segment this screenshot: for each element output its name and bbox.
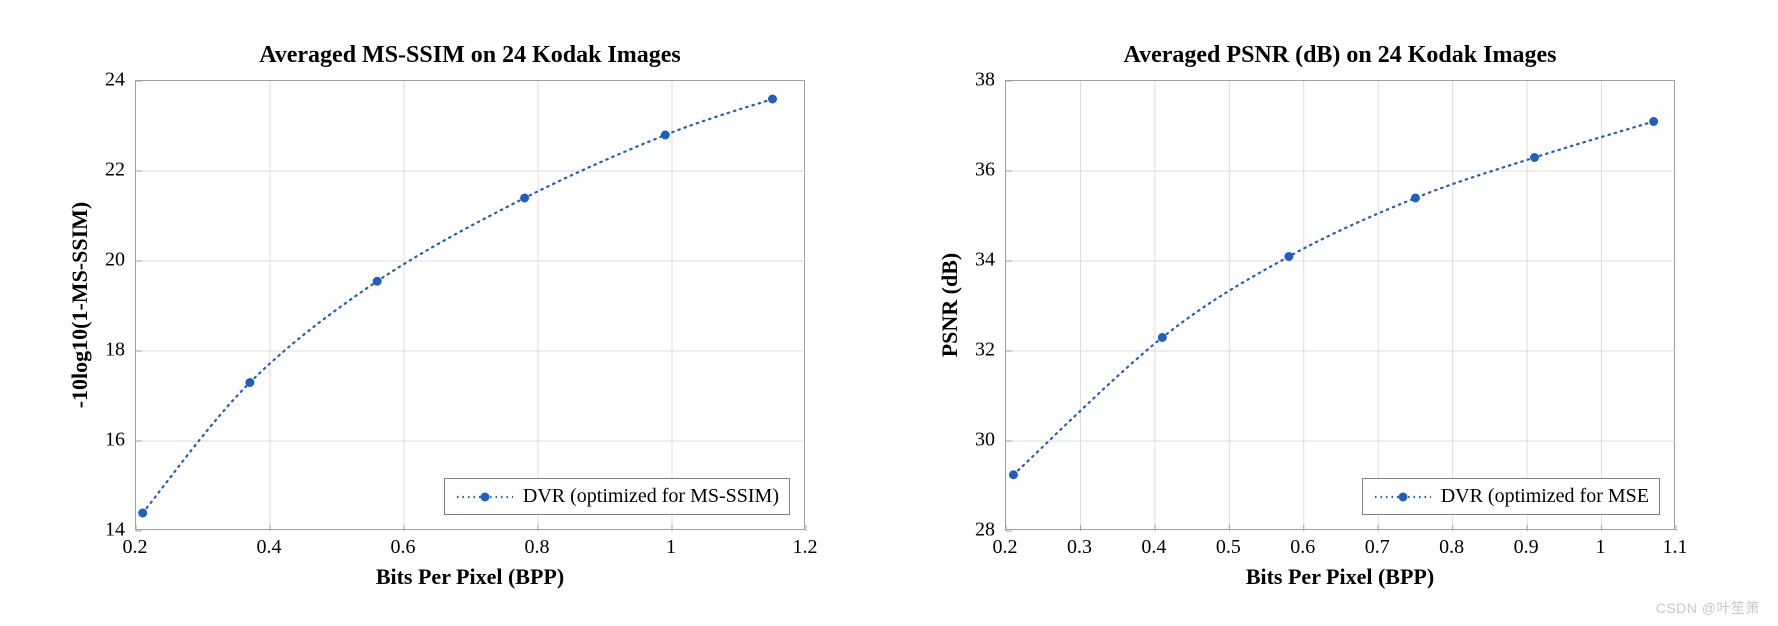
left-ytick: 24 [105, 69, 125, 92]
right-ytick: 28 [975, 519, 995, 542]
right-title: Averaged PSNR (dB) on 24 Kodak Images [1005, 42, 1675, 69]
left-ytick: 16 [105, 429, 125, 452]
right-xlabel: Bits Per Pixel (BPP) [1005, 564, 1675, 590]
left-xlabel: Bits Per Pixel (BPP) [135, 564, 805, 590]
right-legend: DVR (optimized for MSE [1362, 478, 1660, 515]
right-xtick: 0.8 [1439, 536, 1464, 559]
right-ytick: 36 [975, 159, 995, 182]
right-ylabel: PSNR (dB) [937, 80, 963, 530]
left-legend-swatch [455, 488, 515, 506]
right-xtick: 0.9 [1514, 536, 1539, 559]
right-xtick: 0.7 [1365, 536, 1390, 559]
right-xtick: 0.3 [1067, 536, 1092, 559]
right-ytick: 32 [975, 339, 995, 362]
right-xtick: 0.6 [1290, 536, 1315, 559]
left-xtick: 1 [666, 536, 676, 559]
right-plot-area: DVR (optimized for MSE [1005, 80, 1675, 530]
left-xtick: 0.6 [391, 536, 416, 559]
right-xtick: 0.5 [1216, 536, 1241, 559]
watermark: CSDN @叶笙箫 [1656, 598, 1760, 618]
right-xtick: 1.1 [1663, 536, 1688, 559]
left-title: Averaged MS-SSIM on 24 Kodak Images [135, 42, 805, 69]
right-xtick: 0.4 [1141, 536, 1166, 559]
left-xtick: 0.4 [257, 536, 282, 559]
left-panel: Averaged MS-SSIM on 24 Kodak Images DVR … [30, 20, 870, 606]
left-xtick: 0.2 [123, 536, 148, 559]
left-legend-label: DVR (optimized for MS-SSIM) [523, 485, 779, 508]
left-xtick: 1.2 [793, 536, 818, 559]
right-legend-swatch [1373, 488, 1433, 506]
left-xtick: 0.8 [525, 536, 550, 559]
left-plot-area: DVR (optimized for MS-SSIM) [135, 80, 805, 530]
right-xtick: 0.2 [993, 536, 1018, 559]
left-ylabel: -10log10(1-MS-SSIM) [67, 80, 93, 530]
right-plot-svg [1006, 81, 1674, 529]
right-ytick: 38 [975, 69, 995, 92]
left-ytick: 20 [105, 249, 125, 272]
left-ytick: 22 [105, 159, 125, 182]
right-legend-label: DVR (optimized for MSE [1441, 485, 1649, 508]
left-plot-svg [136, 81, 804, 529]
left-ytick: 18 [105, 339, 125, 362]
right-panel: Averaged PSNR (dB) on 24 Kodak Images DV… [905, 20, 1745, 606]
right-ytick: 34 [975, 249, 995, 272]
right-ytick: 30 [975, 429, 995, 452]
left-ytick: 14 [105, 519, 125, 542]
right-xtick: 1 [1596, 536, 1606, 559]
left-legend: DVR (optimized for MS-SSIM) [444, 478, 790, 515]
